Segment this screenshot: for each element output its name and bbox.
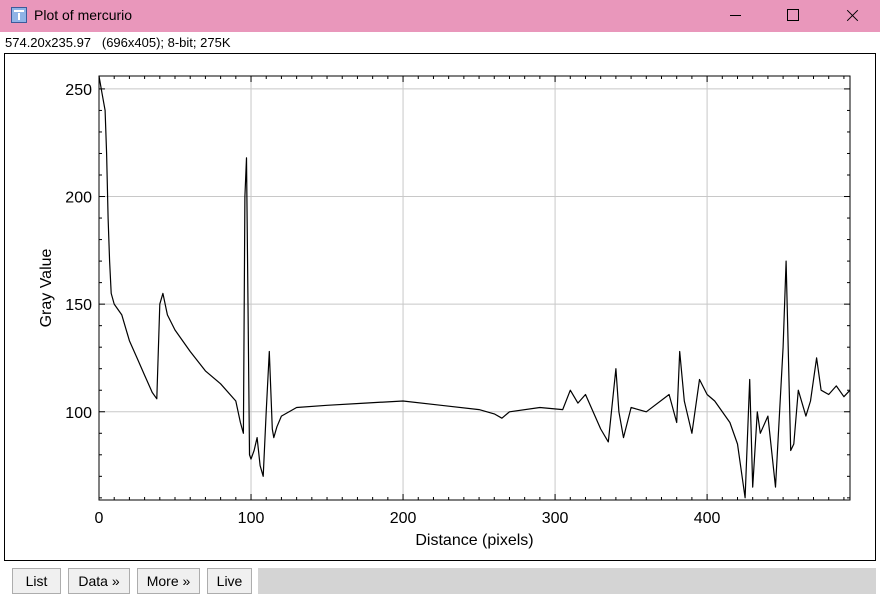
- close-icon[interactable]: [828, 0, 874, 32]
- profile-plot: 0 100 200 300 400 100 150 200 250 Distance (pixel…: [38, 75, 851, 549]
- plot-border: [98, 75, 851, 501]
- window-title: Plot of mercurio: [34, 7, 133, 23]
- app-icon: [11, 7, 27, 23]
- status-field: [258, 568, 876, 594]
- live-button[interactable]: Live: [207, 568, 252, 594]
- y-tick-label: 100: [65, 405, 92, 422]
- maximize-icon[interactable]: [770, 0, 816, 32]
- y-tick-label: 150: [65, 297, 92, 314]
- x-tick-label: 400: [694, 510, 721, 527]
- data-button[interactable]: Data »: [68, 568, 130, 594]
- y-tick-label: 200: [65, 190, 92, 207]
- x-tick-label: 100: [238, 510, 265, 527]
- y-axis-label: Gray Value: [38, 248, 55, 327]
- minimize-icon[interactable]: [712, 0, 758, 32]
- y-tick-label: 250: [65, 82, 92, 99]
- profile-line: [98, 75, 851, 499]
- list-button[interactable]: List: [12, 568, 61, 594]
- image-info-text: 574.20x235.97 (696x405); 8-bit; 275K: [5, 35, 231, 50]
- plot-canvas: 0 100 200 300 400 100 150 200 250 Distance (pixel…: [4, 53, 876, 561]
- x-tick-label: 200: [390, 510, 417, 527]
- button-bar: List Data » More » Live: [0, 564, 880, 598]
- plot-area: [99, 76, 850, 500]
- x-axis-label: Distance (pixels): [415, 532, 533, 549]
- title-bar: Plot of mercurio: [0, 0, 880, 32]
- x-tick-label: 300: [542, 510, 569, 527]
- more-button[interactable]: More »: [137, 568, 200, 594]
- x-tick-label: 0: [95, 510, 104, 527]
